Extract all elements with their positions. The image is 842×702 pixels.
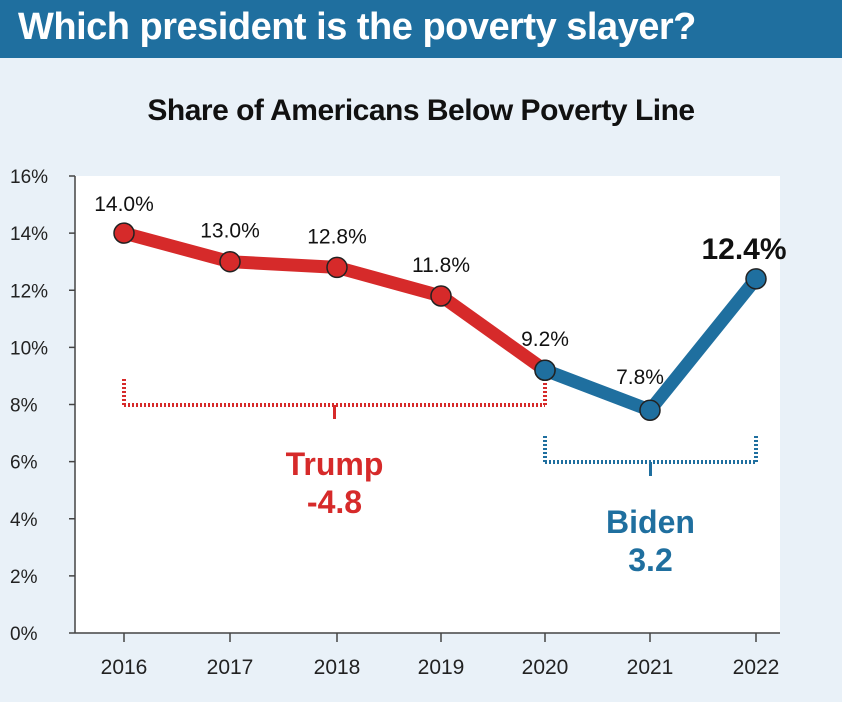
x-tick-label: 2019 — [418, 656, 465, 679]
page-title: Which president is the poverty slayer? — [18, 6, 696, 48]
annotation-change: 3.2 — [628, 542, 672, 578]
y-tick-label: 6% — [10, 453, 38, 474]
data-label: 12.4% — [701, 233, 786, 266]
data-point — [745, 268, 767, 290]
data-label: 14.0% — [94, 193, 154, 216]
data-label: 11.8% — [412, 254, 470, 277]
data-point — [639, 399, 661, 421]
x-tick-label: 2022 — [733, 656, 780, 679]
header-banner: Which president is the poverty slayer? — [0, 0, 842, 58]
data-point — [326, 256, 348, 279]
y-tick-label: 2% — [10, 567, 38, 588]
data-point — [534, 359, 556, 381]
chart-title: Share of Americans Below Poverty Line — [147, 94, 695, 127]
data-label: 12.8% — [307, 225, 367, 248]
x-tick-label: 2018 — [314, 656, 361, 679]
x-tick-label: 2017 — [207, 656, 254, 679]
x-tick-label: 2021 — [627, 656, 674, 679]
y-tick-label: 14% — [10, 224, 48, 245]
y-tick-label: 0% — [10, 624, 38, 645]
annotation-name: Biden — [606, 504, 695, 540]
data-label: 9.2% — [521, 328, 569, 351]
y-tick-label: 10% — [10, 338, 48, 359]
data-label: 13.0% — [200, 220, 260, 243]
y-tick-label: 4% — [10, 510, 38, 531]
data-point — [430, 285, 452, 307]
x-tick-label: 2020 — [522, 656, 569, 679]
y-tick-label: 8% — [10, 396, 38, 417]
annotation-name: Trump — [286, 446, 384, 482]
data-point — [219, 250, 241, 273]
y-tick-label: 12% — [10, 281, 48, 302]
data-label: 7.8% — [616, 366, 664, 389]
y-tick-label: 16% — [10, 167, 48, 188]
data-point — [113, 222, 135, 244]
x-tick-label: 2016 — [101, 656, 148, 679]
annotation-change: -4.8 — [307, 484, 362, 520]
